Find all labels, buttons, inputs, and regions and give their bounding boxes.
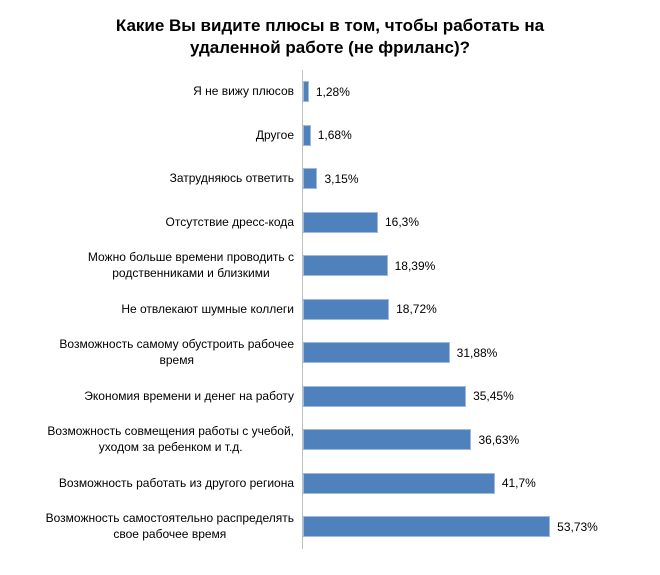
category-label-text: Можно больше времени проводить с родстве… [87, 250, 294, 280]
value-label: 18,39% [394, 258, 436, 273]
category-label: Я не вижу плюсов [0, 70, 302, 114]
chart-row: Возможность самостоятельно распределять … [0, 505, 660, 549]
value-label: 36,63% [478, 432, 520, 447]
bar-area: 3,15% [302, 157, 660, 201]
value-label: 1,68% [317, 128, 352, 143]
value-label: 53,73% [557, 519, 598, 534]
bar-area: 1,28% [302, 70, 660, 114]
bar-area: 41,7% [302, 461, 660, 506]
value-label: 41,7% [501, 476, 536, 491]
bar [303, 472, 495, 494]
bar-area: 35,45% [302, 374, 660, 419]
category-label: Возможность работать из другого региона [0, 462, 302, 506]
chart-row: Отсутствие дресс-кода 16,3% [0, 200, 660, 245]
category-label: Затрудняюсь ответить [0, 157, 302, 201]
bar [303, 298, 390, 320]
category-label-text: Затрудняюсь ответить [169, 171, 294, 186]
category-label: Возможность самому обустроить рабочее вр… [0, 331, 302, 375]
value-label: 16,3% [384, 215, 419, 230]
value-label: 1,28% [315, 84, 350, 99]
bar [303, 516, 551, 538]
bar [303, 342, 450, 364]
chart-row: Затрудняюсь ответить 3,15% [0, 157, 660, 201]
bar [303, 81, 309, 103]
bar [303, 124, 311, 146]
chart-row: Возможность совмещения работы с учебой, … [0, 418, 660, 462]
chart-row: Возможность работать из другого региона 4… [0, 461, 660, 506]
category-label-text: Возможность работать из другого региона [58, 475, 294, 490]
category-label-text: Отсутствие дресс-кода [165, 214, 294, 229]
bar [303, 168, 318, 190]
category-label: Отсутствие дресс-кода [0, 201, 302, 245]
category-label-text: Возможность самому обустроить рабочее вр… [59, 337, 294, 367]
chart-row: Я не вижу плюсов 1,28% [0, 70, 660, 114]
bar-area: 18,39% [302, 244, 660, 288]
bar [303, 255, 388, 277]
category-label: Не отвлекают шумные коллеги [0, 288, 302, 332]
bar-area: 18,72% [302, 287, 660, 332]
value-label: 18,72% [396, 302, 437, 317]
category-label-text: Возможность самостоятельно распределять … [45, 511, 294, 541]
category-label: Другое [0, 114, 302, 158]
category-label-text: Не отвлекают шумные коллеги [121, 301, 294, 316]
category-label-text: Возможность совмещения работы с учебой, … [47, 424, 294, 454]
category-label: Возможность совмещения работы с учебой, … [0, 418, 302, 462]
category-label-text: Экономия времени и денег на работу [84, 388, 294, 403]
chart-row: Не отвлекают шумные коллеги 18,72% [0, 287, 660, 332]
bar-area: 31,88% [302, 331, 660, 375]
value-label: 35,45% [473, 389, 514, 404]
chart-row: Возможность самому обустроить рабочее вр… [0, 331, 660, 375]
bar-area: 1,68% [302, 113, 660, 158]
category-label: Можно больше времени проводить с родстве… [0, 244, 302, 288]
chart-row: Другое 1,68% [0, 113, 660, 158]
bar [303, 429, 472, 451]
value-label: 3,15% [324, 171, 359, 186]
category-label: Экономия времени и денег на работу [0, 375, 302, 419]
chart-title: Какие Вы видите плюсы в том, чтобы работ… [115, 16, 545, 58]
chart-row: Можно больше времени проводить с родстве… [0, 244, 660, 288]
bar-area: 53,73% [302, 505, 660, 549]
value-label: 31,88% [456, 345, 498, 360]
bar [303, 211, 378, 233]
category-label: Возможность самостоятельно распределять … [0, 505, 302, 549]
plot-area: Я не вижу плюсов 1,28% Другое 1,68% Затрудня… [0, 70, 660, 549]
rows: Я не вижу плюсов 1,28% Другое 1,68% Затрудня… [0, 70, 660, 549]
bar [303, 385, 467, 407]
category-label-text: Другое [255, 127, 294, 142]
category-label-text: Я не вижу плюсов [193, 84, 294, 99]
bar-area: 16,3% [302, 200, 660, 245]
bar-area: 36,63% [302, 418, 660, 462]
chart-row: Экономия времени и денег на работу 35,45% [0, 374, 660, 419]
